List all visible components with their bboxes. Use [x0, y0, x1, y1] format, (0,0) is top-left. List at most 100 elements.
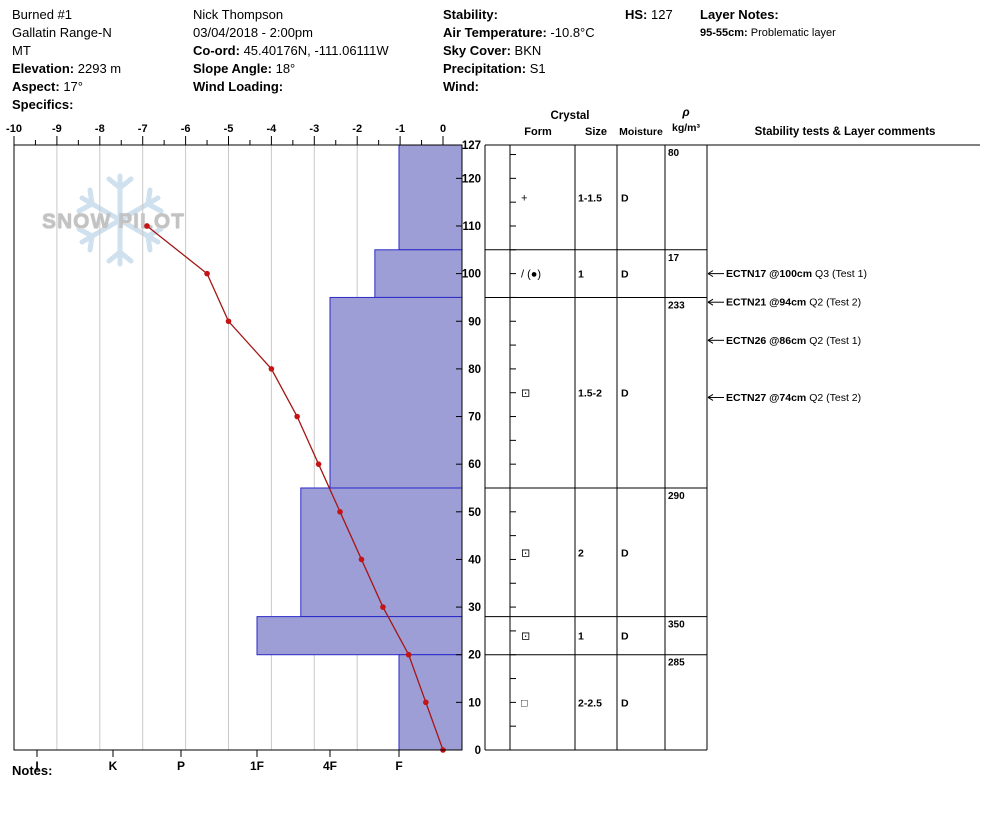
temp-axis-label: -9 [52, 123, 62, 135]
depth-axis-label: 20 [468, 650, 481, 662]
layer-note-text: Problematic layer [750, 27, 836, 39]
layer-form-3: ⊡ [521, 547, 530, 559]
layer-density-1: 17 [668, 253, 680, 264]
depth-axis-label: 0 [475, 745, 481, 757]
depth-axis-label: 90 [468, 316, 481, 328]
depth-axis-label: 40 [468, 554, 481, 566]
temp-point [337, 509, 343, 515]
stability-test: ECTN27 @74cm Q2 (Test 2) [726, 392, 861, 404]
snow-layer-bar-1 [374, 249, 463, 298]
slope-angle-value: 18° [275, 61, 296, 76]
temp-point [405, 651, 412, 658]
snow-layer-bar-4 [256, 616, 463, 656]
slope-angle-line: Slope Angle: 18° [193, 60, 389, 78]
layer-moisture-4: D [621, 631, 629, 643]
snow-layer-bar-0 [398, 144, 463, 251]
temp-axis-label: -3 [309, 123, 319, 135]
snow-height: HS: 127 [625, 6, 673, 24]
stability-test: ECTN17 @100cm Q3 (Test 1) [726, 268, 867, 280]
conditions-info: Stability: Air Temperature: -10.8°C Sky … [443, 6, 595, 96]
state-name: MT [12, 43, 31, 58]
stability-label: Stability: [443, 7, 498, 22]
temp-point [358, 556, 365, 563]
sky-cover-value: BKN [514, 43, 542, 58]
hardness-axis-label: K [109, 759, 118, 773]
layer-note-range: 95-55cm: [700, 27, 748, 39]
depth-axis-label: 30 [468, 602, 481, 614]
hs-value: 127 [651, 7, 673, 22]
density-unit-header: kg/m³ [672, 122, 701, 134]
site-info: Burned #1 Gallatin Range-N MT Elevation:… [12, 6, 121, 114]
air-temp-line: Air Temperature: -10.8°C [443, 24, 595, 42]
snowflake-icon [76, 173, 164, 267]
snow-layer-bar-5 [398, 654, 463, 751]
temp-point [268, 366, 275, 372]
temp-axis-label: -8 [95, 123, 105, 135]
elevation-label: Elevation: [12, 61, 75, 76]
temp-axis-label: -10 [6, 123, 22, 135]
size-header: Size [585, 126, 607, 138]
precip-label: Precipitation: [443, 61, 527, 76]
temp-axis-label: -4 [267, 123, 278, 135]
air-temp-value: -10.8°C [550, 25, 595, 40]
layer-size-5: 2-2.5 [578, 697, 602, 709]
snow-layer-bar-2 [329, 296, 463, 489]
layer-notes-label: Layer Notes: [700, 7, 779, 22]
temp-axis-label: -6 [181, 123, 191, 135]
observer-info: Nick Thompson 03/04/2018 - 2:00pm Co-ord… [193, 6, 389, 96]
sky-cover-label: Sky Cover: [443, 43, 511, 58]
temperature-profile [144, 223, 446, 753]
temp-axis-label: -2 [352, 123, 362, 135]
depth-axis-label: 50 [468, 507, 481, 519]
layer-size-2: 1.5-2 [578, 388, 602, 400]
observation-datetime: 03/04/2018 - 2:00pm [193, 25, 313, 40]
layer-note: 95-55cm: Problematic layer [700, 24, 836, 42]
layer-density-3: 290 [668, 491, 685, 502]
snow-layer-bars [256, 144, 463, 751]
elevation-line: Elevation: 2293 m [12, 60, 121, 78]
temp-point [225, 318, 232, 325]
range-name: Gallatin Range-N [12, 25, 112, 40]
temp-point [204, 270, 210, 277]
coord-label: Co-ord: [193, 43, 240, 58]
temp-point [315, 461, 322, 467]
hardness-axis-label: 1F [250, 759, 264, 773]
precip-line: Precipitation: S1 [443, 60, 595, 78]
stability-test: ECTN21 @94cm Q2 (Test 2) [726, 297, 861, 309]
layer-moisture-5: D [621, 697, 629, 709]
wind-loading-label: Wind Loading: [193, 79, 284, 94]
layer-size-0: 1-1.5 [578, 192, 602, 204]
moisture-header: Moisture [619, 126, 663, 138]
layer-moisture-3: D [621, 547, 629, 559]
depth-axis-label: 70 [468, 412, 481, 424]
notes-label: Notes: [12, 763, 53, 778]
crystal-header: Crystal [551, 110, 590, 122]
layer-form-0: + [521, 192, 527, 204]
layer-density-4: 350 [668, 620, 685, 631]
observer-name: Nick Thompson [193, 7, 284, 22]
temp-point [144, 223, 150, 229]
temp-axis-label: -5 [224, 123, 234, 135]
aspect-label: Aspect: [12, 79, 60, 94]
aspect-line: Aspect: 17° [12, 78, 121, 96]
sky-cover-line: Sky Cover: BKN [443, 42, 595, 60]
layer-moisture-0: D [621, 192, 629, 204]
wind-label: Wind: [443, 79, 479, 94]
layer-density-0: 80 [668, 148, 680, 159]
depth-axis-label: 60 [468, 459, 481, 471]
layer-size-3: 2 [578, 547, 584, 559]
temp-axis-label: -7 [138, 123, 148, 135]
density-header: ρ [681, 105, 689, 119]
stability-tests: ECTN17 @100cm Q3 (Test 1) ECTN21 @94cm Q2… [707, 268, 867, 404]
layer-notes: Layer Notes: 95-55cm: Problematic layer [700, 6, 836, 42]
slope-angle-label: Slope Angle: [193, 61, 272, 76]
hardness-axis-label: F [395, 759, 402, 773]
hardness-axis-label: P [177, 759, 185, 773]
depth-axis-label: 120 [462, 173, 481, 185]
layer-size-1: 1 [578, 269, 584, 281]
form-header: Form [524, 126, 552, 138]
layer-moisture-2: D [621, 388, 629, 400]
elevation-value: 2293 m [77, 61, 122, 76]
temp-axis-label: -1 [395, 123, 405, 135]
temp-point [380, 604, 386, 610]
